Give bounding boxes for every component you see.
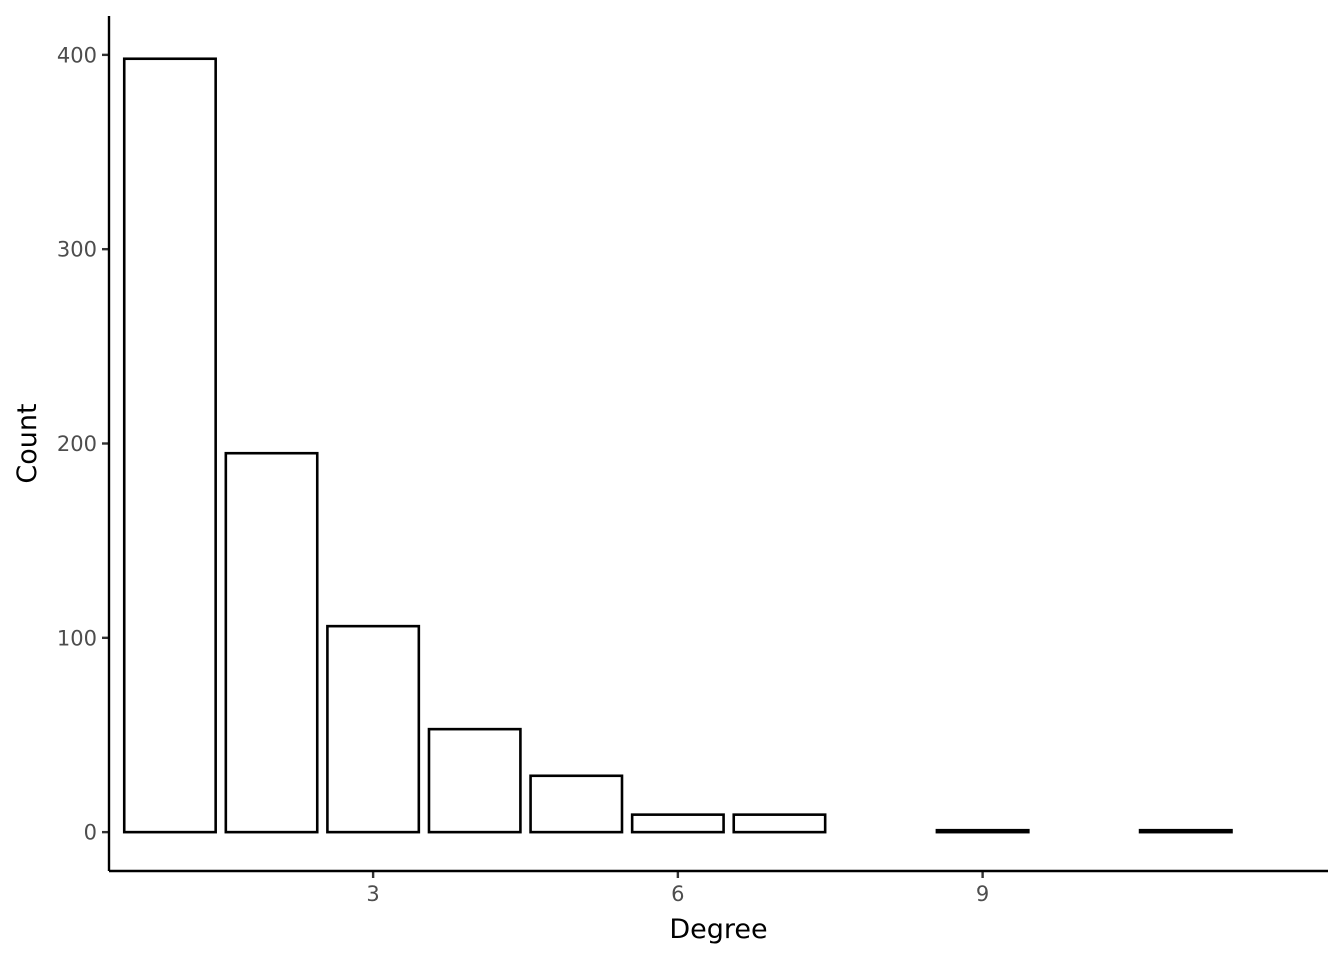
bar-degree-2 xyxy=(224,451,319,834)
y-tick-label: 100 xyxy=(57,626,97,650)
x-axis-title: Degree xyxy=(669,914,767,945)
y-tick-label: 400 xyxy=(57,43,97,67)
y-tick-label: 200 xyxy=(57,432,97,456)
bar-degree-3 xyxy=(326,624,421,834)
y-tick-label: 300 xyxy=(57,238,97,262)
bars-layer xyxy=(122,57,1233,834)
x-tick-label: 9 xyxy=(976,882,989,906)
y-axis-ticks: 0 100 200 300 400 xyxy=(57,43,109,845)
bar-degree-11 xyxy=(1138,828,1233,834)
bar-degree-5 xyxy=(529,774,624,834)
x-axis-ticks: 3 6 9 xyxy=(366,871,989,906)
y-tick-label: 0 xyxy=(84,821,97,845)
bar-degree-1 xyxy=(122,57,217,834)
bar-degree-7 xyxy=(732,813,827,834)
x-tick-label: 6 xyxy=(671,882,684,906)
bar-degree-9 xyxy=(935,828,1030,834)
y-axis-title: Count xyxy=(12,403,43,483)
bar-degree-4 xyxy=(427,727,522,834)
bar-degree-6 xyxy=(630,813,725,834)
x-tick-label: 3 xyxy=(366,882,379,906)
